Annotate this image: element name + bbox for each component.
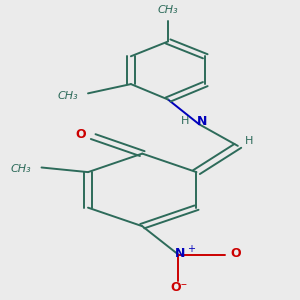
Text: H: H xyxy=(245,136,254,146)
Text: O: O xyxy=(230,247,241,260)
Text: CH₃: CH₃ xyxy=(57,91,78,101)
Text: N: N xyxy=(175,248,185,260)
Text: O⁻: O⁻ xyxy=(171,281,188,295)
Text: H: H xyxy=(180,116,189,126)
Text: CH₃: CH₃ xyxy=(158,5,178,15)
Text: O: O xyxy=(75,128,86,141)
Text: +: + xyxy=(187,244,195,254)
Text: N: N xyxy=(196,115,207,128)
Text: CH₃: CH₃ xyxy=(11,164,31,174)
